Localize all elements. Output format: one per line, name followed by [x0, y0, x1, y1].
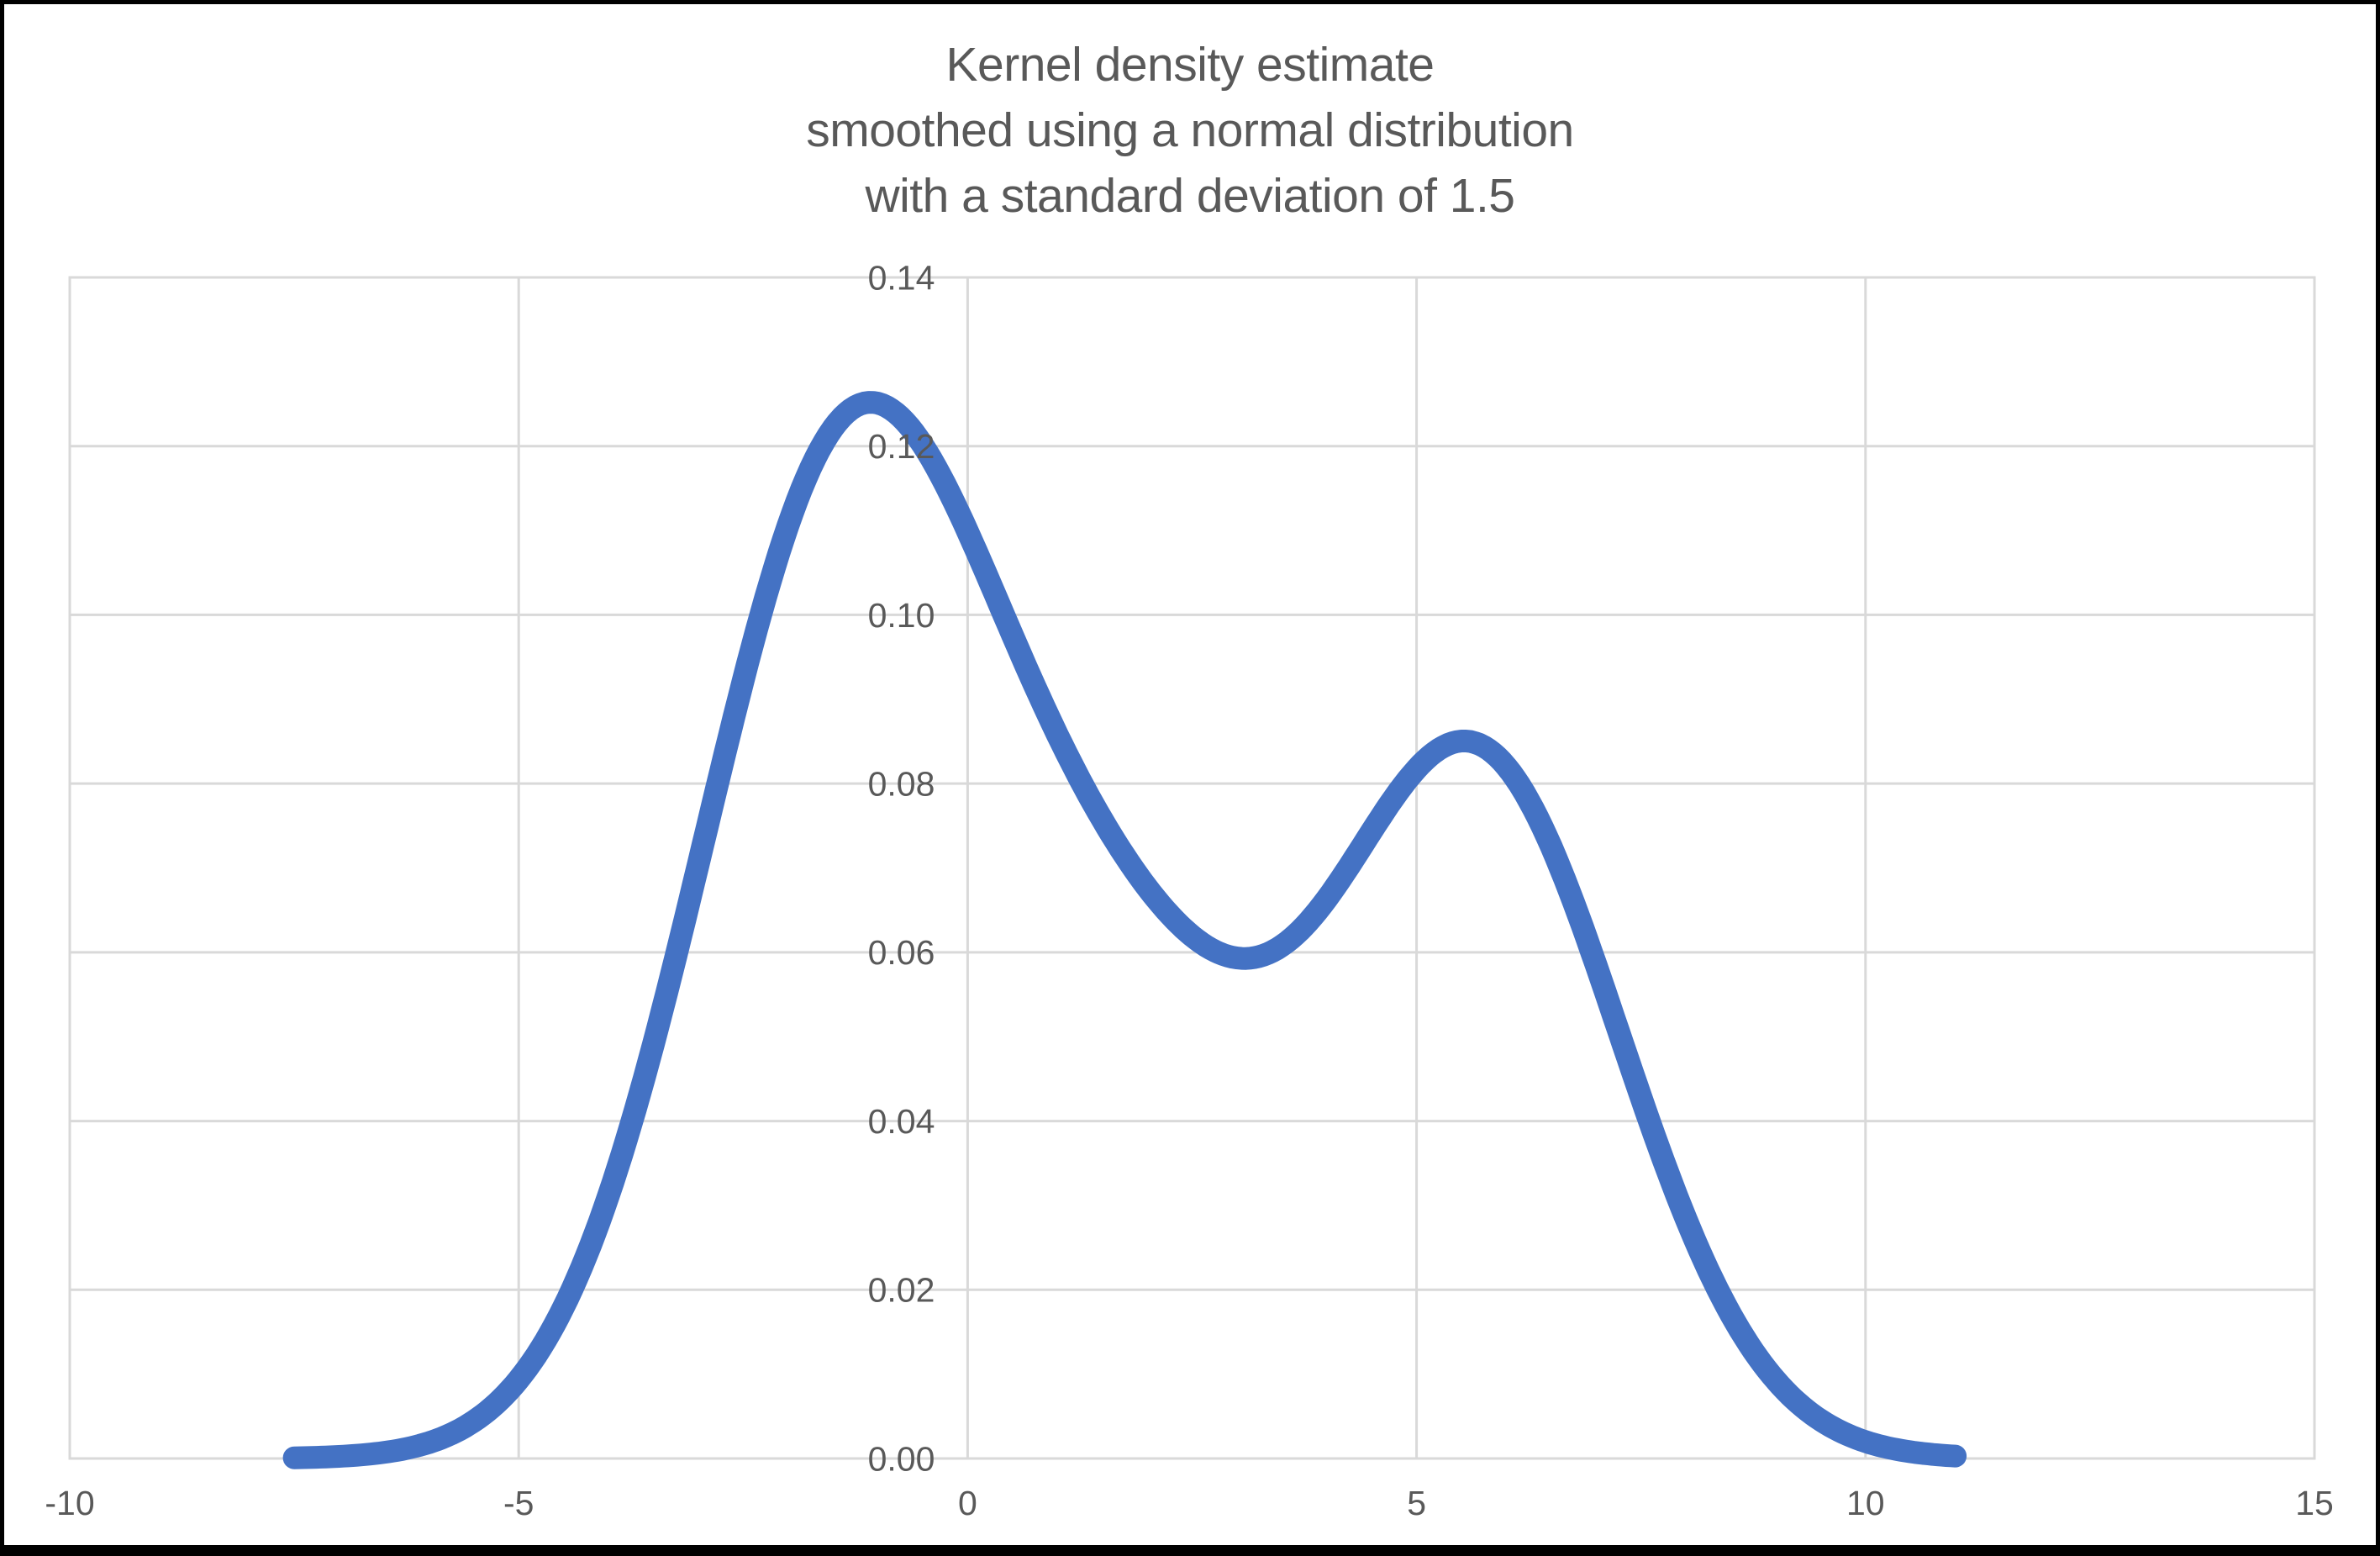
x-axis-tick-label: 0: [958, 1484, 977, 1522]
y-axis-tick-label: 0.10: [868, 596, 935, 635]
axis-labels-layer: 0.00 0.02 0.04 0.06 0.08 0.10 0.12 0.14 -10 -5 0 5 1…: [45, 258, 2333, 1522]
frame-bottom: [0, 1545, 2380, 1556]
x-axis-tick-label: -10: [45, 1484, 94, 1522]
gridlines-layer: [68, 276, 2316, 1460]
y-axis-tick-label: 0.06: [868, 933, 935, 972]
x-axis-tick-label: 5: [1407, 1484, 1426, 1522]
frame-top: [0, 0, 2380, 4]
y-axis-tick-label: 0.08: [868, 764, 935, 803]
x-axis-tick-label: 15: [2295, 1484, 2334, 1522]
y-axis-tick-label: 0.00: [868, 1439, 935, 1478]
y-axis-tick-label: 0.14: [868, 258, 935, 297]
y-axis-tick-label: 0.12: [868, 427, 935, 466]
frame-right: [2376, 0, 2380, 1556]
x-axis-tick-label: 10: [1846, 1484, 1885, 1522]
y-axis-tick-label: 0.04: [868, 1102, 935, 1141]
kde-curve-layer: [282, 391, 1967, 1469]
plot-area-border: [68, 276, 2316, 1460]
frame-left: [0, 0, 4, 1556]
x-axis-tick-label: -5: [503, 1484, 534, 1522]
kde-curve: [282, 391, 1967, 1469]
y-axis-tick-label: 0.02: [868, 1271, 935, 1310]
